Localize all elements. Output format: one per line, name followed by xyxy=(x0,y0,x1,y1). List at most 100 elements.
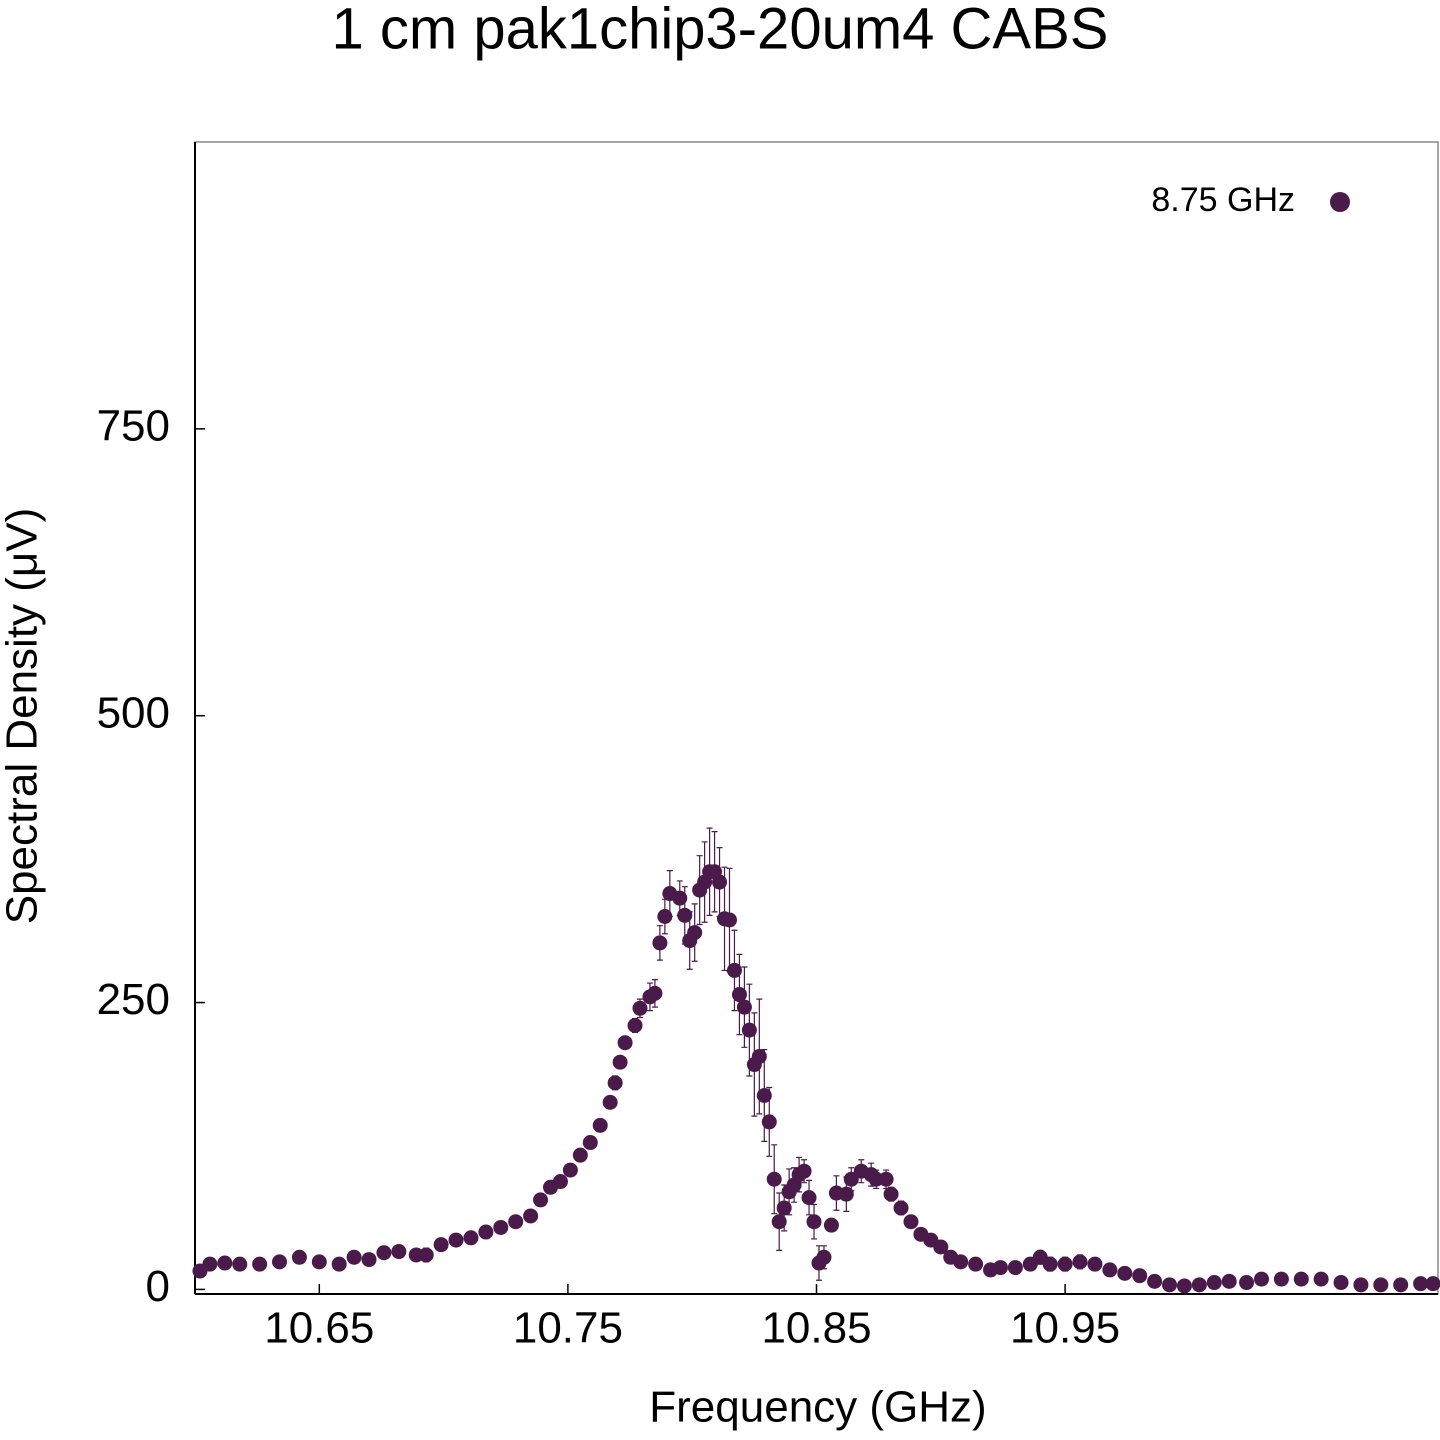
data-point xyxy=(823,1217,839,1233)
x-tick-label: 10.65 xyxy=(264,1304,374,1353)
data-point xyxy=(1072,1254,1088,1270)
data-point xyxy=(687,925,703,941)
x-tick-label: 10.75 xyxy=(513,1304,623,1353)
data-point xyxy=(1239,1275,1255,1291)
data-point xyxy=(448,1232,464,1248)
data-point xyxy=(582,1135,598,1151)
y-tick-label: 250 xyxy=(97,975,170,1024)
data-point xyxy=(612,1054,628,1070)
data-point xyxy=(652,935,668,951)
data-point xyxy=(361,1252,377,1268)
data-point xyxy=(721,912,737,928)
data-point xyxy=(903,1214,919,1230)
data-point xyxy=(1176,1278,1192,1294)
data-point xyxy=(493,1219,509,1235)
legend-marker xyxy=(1330,192,1350,212)
data-point xyxy=(1221,1273,1237,1289)
data-point xyxy=(731,987,747,1003)
chart-title: 1 cm pak1chip3-20um4 CABS xyxy=(332,0,1109,61)
data-point xyxy=(1117,1265,1133,1281)
data-point xyxy=(1206,1275,1222,1291)
data-point xyxy=(562,1162,578,1178)
data-point xyxy=(391,1244,407,1260)
data-point xyxy=(1425,1276,1440,1292)
data-point xyxy=(726,962,742,978)
y-axis-label: Spectral Density (μV) xyxy=(0,508,47,925)
y-tick-label: 500 xyxy=(97,688,170,737)
data-point xyxy=(1132,1268,1148,1284)
data-point xyxy=(1162,1277,1178,1293)
data-point xyxy=(893,1200,909,1216)
data-point xyxy=(933,1239,949,1255)
x-tick-label: 10.95 xyxy=(1010,1304,1120,1353)
y-tick-label: 750 xyxy=(97,401,170,450)
data-point xyxy=(883,1186,899,1202)
data-point xyxy=(796,1163,812,1179)
data-point xyxy=(968,1256,984,1272)
data-point xyxy=(806,1214,822,1230)
data-point xyxy=(647,985,663,1001)
y-tick-label: 0 xyxy=(146,1262,170,1311)
data-point xyxy=(1102,1262,1118,1278)
data-point xyxy=(756,1087,772,1103)
data-point xyxy=(771,1214,787,1230)
data-point xyxy=(533,1192,549,1208)
data-point xyxy=(627,1018,643,1034)
data-point xyxy=(346,1249,362,1265)
data-point xyxy=(751,1048,767,1064)
data-point xyxy=(632,1000,648,1016)
data-point xyxy=(463,1230,479,1246)
data-point xyxy=(617,1035,633,1051)
data-point xyxy=(592,1117,608,1133)
data-point xyxy=(202,1256,218,1272)
data-point xyxy=(572,1147,588,1163)
data-point xyxy=(311,1254,327,1270)
data-point xyxy=(552,1174,568,1190)
data-point xyxy=(953,1254,969,1270)
data-point xyxy=(1353,1277,1369,1293)
data-point xyxy=(1393,1277,1409,1293)
data-point xyxy=(1413,1276,1429,1292)
x-axis-label: Frequency (GHz) xyxy=(649,1383,986,1432)
data-point xyxy=(741,1022,757,1038)
data-point xyxy=(672,890,688,906)
data-point xyxy=(816,1249,832,1265)
data-point xyxy=(1253,1271,1269,1287)
data-point xyxy=(1273,1271,1289,1287)
data-point xyxy=(1147,1273,1163,1289)
plot-frame xyxy=(194,141,1439,1295)
data-point xyxy=(1313,1271,1329,1287)
data-point xyxy=(252,1256,268,1272)
data-point xyxy=(418,1247,434,1263)
data-point xyxy=(1293,1271,1309,1287)
legend-label: 8.75 GHz xyxy=(1151,181,1295,219)
data-point xyxy=(376,1245,392,1261)
data-point xyxy=(602,1094,618,1110)
data-point xyxy=(1057,1256,1073,1272)
data-point xyxy=(508,1214,524,1230)
data-point xyxy=(736,999,752,1015)
data-point xyxy=(801,1190,817,1206)
data-point xyxy=(272,1254,288,1270)
data-point xyxy=(1007,1260,1023,1276)
data-point xyxy=(433,1237,449,1253)
data-point xyxy=(761,1114,777,1130)
data-point xyxy=(331,1256,347,1272)
data-point xyxy=(478,1224,494,1240)
x-tick-label: 10.85 xyxy=(761,1304,871,1353)
data-point xyxy=(657,909,673,925)
data-point xyxy=(878,1171,894,1187)
data-point xyxy=(843,1171,859,1187)
data-point xyxy=(523,1208,539,1224)
data-point xyxy=(712,874,728,890)
data-point xyxy=(992,1260,1008,1276)
data-point xyxy=(1042,1256,1058,1272)
data-point xyxy=(776,1200,792,1216)
data-point xyxy=(766,1171,782,1187)
data-point xyxy=(607,1075,623,1091)
data-point xyxy=(217,1255,233,1271)
data-point xyxy=(1333,1275,1349,1291)
data-point xyxy=(232,1256,248,1272)
data-point xyxy=(1373,1277,1389,1293)
